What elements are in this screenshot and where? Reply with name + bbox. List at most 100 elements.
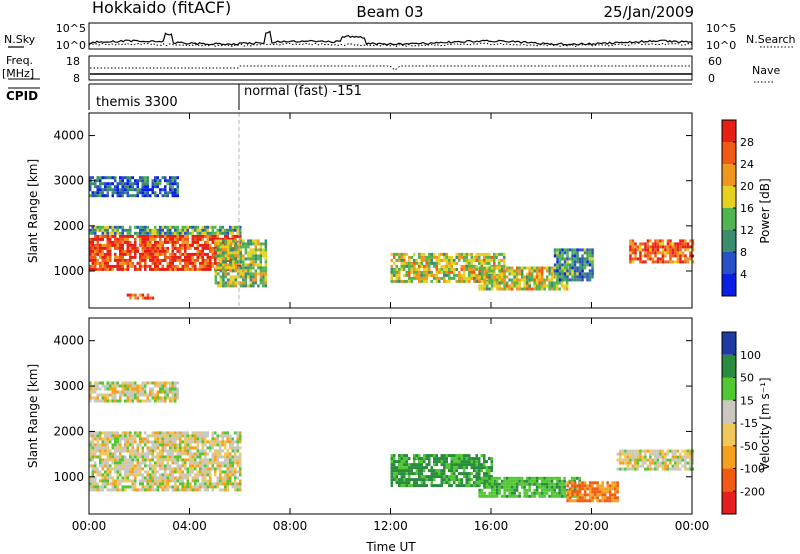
velocity-cell xyxy=(116,390,119,394)
power-cell xyxy=(109,176,112,180)
velocity-cell xyxy=(99,393,102,397)
velocity-cell xyxy=(460,484,463,488)
power-cell xyxy=(455,279,458,283)
velocity-cell xyxy=(644,467,647,471)
velocity-cell xyxy=(149,461,152,465)
velocity-cell xyxy=(154,381,157,385)
power-cell xyxy=(237,260,240,264)
velocity-cell xyxy=(166,452,169,456)
power-cell xyxy=(420,279,423,283)
velocity-cell xyxy=(169,479,172,483)
power-cell xyxy=(573,248,577,252)
velocity-cell xyxy=(613,487,617,491)
power-cell xyxy=(664,254,667,258)
power-cell xyxy=(485,252,488,256)
velocity-cell xyxy=(131,461,134,465)
power-cell xyxy=(169,191,172,195)
power-cell xyxy=(679,242,682,246)
power-cell xyxy=(89,255,92,259)
power-cell xyxy=(465,261,468,265)
power-cell xyxy=(558,272,562,276)
power-cell xyxy=(194,261,197,265)
power-cell xyxy=(96,194,99,198)
power-cell xyxy=(488,266,491,270)
power-cell xyxy=(196,252,199,256)
velocity-cell xyxy=(89,434,92,438)
velocity-cell xyxy=(629,467,632,471)
velocity-cell xyxy=(236,449,239,453)
power-cell xyxy=(586,248,589,252)
cpid-segment-2: normal (fast) -151 xyxy=(244,84,362,99)
power-cell xyxy=(119,243,122,247)
power-cell xyxy=(500,269,504,273)
power-cell xyxy=(217,248,220,252)
velocity-cell xyxy=(674,449,677,453)
power-cell xyxy=(689,245,692,249)
power-cell xyxy=(121,252,124,256)
power-cell xyxy=(126,246,129,250)
power-cell xyxy=(395,276,398,280)
power-cell xyxy=(420,255,423,259)
velocity-cell xyxy=(104,393,107,397)
power-cell xyxy=(174,225,177,229)
velocity-cell xyxy=(528,479,531,483)
velocity-cell xyxy=(453,481,456,485)
velocity-cell xyxy=(171,446,174,450)
power-cell xyxy=(558,254,562,258)
power-cell xyxy=(156,182,159,186)
velocity-cell xyxy=(169,434,172,438)
velocity-cell xyxy=(616,490,619,494)
velocity-cell xyxy=(176,476,179,480)
velocity-cell xyxy=(553,488,556,492)
velocity-cell xyxy=(119,449,122,453)
power-cell xyxy=(141,176,144,180)
velocity-cell xyxy=(204,482,207,486)
velocity-cell xyxy=(603,487,607,491)
power-cell xyxy=(425,276,428,280)
power-cell xyxy=(111,267,114,271)
power-cell xyxy=(144,228,147,232)
velocity-cell xyxy=(231,461,234,465)
velocity-cell xyxy=(106,461,109,465)
power-cell xyxy=(184,255,187,259)
power-cell xyxy=(563,260,567,264)
velocity-cell xyxy=(475,463,478,467)
velocity-cell xyxy=(206,461,209,465)
velocity-cell xyxy=(395,472,398,476)
power-cell xyxy=(578,269,582,273)
velocity-cell xyxy=(503,482,506,486)
power-cell xyxy=(644,245,647,249)
velocity-cell xyxy=(101,479,104,483)
power-cell xyxy=(563,284,566,288)
power-cell xyxy=(247,284,250,288)
velocity-cell xyxy=(226,485,229,489)
power-cell xyxy=(146,252,149,256)
power-cell xyxy=(221,231,224,235)
velocity-cell xyxy=(144,431,147,435)
velocity-cell xyxy=(495,494,499,498)
power-cell xyxy=(91,249,94,253)
power-cell xyxy=(119,225,122,229)
power-cell xyxy=(450,258,453,262)
power-cell xyxy=(254,254,258,258)
power-cell xyxy=(234,263,238,267)
power-cell xyxy=(634,257,637,261)
velocity-cell xyxy=(116,485,119,489)
velocity-cell xyxy=(403,463,406,467)
velocity-cell xyxy=(455,484,458,488)
power-cell xyxy=(488,261,491,265)
power-cell xyxy=(136,267,139,271)
velocity-cell xyxy=(676,464,680,468)
velocity-cell xyxy=(430,469,433,473)
velocity-cell xyxy=(101,485,104,489)
velocity-cell xyxy=(166,479,169,483)
velocity-x-axis: 00:00 04:00 08:00 12:00 16:00 20:00 00:00 xyxy=(72,318,709,533)
power-cell xyxy=(159,267,162,271)
velocity-cell xyxy=(89,440,92,444)
power-cell xyxy=(395,258,398,262)
power-cell xyxy=(124,267,127,271)
power-cell xyxy=(425,255,428,259)
power-cell xyxy=(136,188,139,192)
power-cell xyxy=(99,182,102,186)
power-cell xyxy=(535,275,539,279)
